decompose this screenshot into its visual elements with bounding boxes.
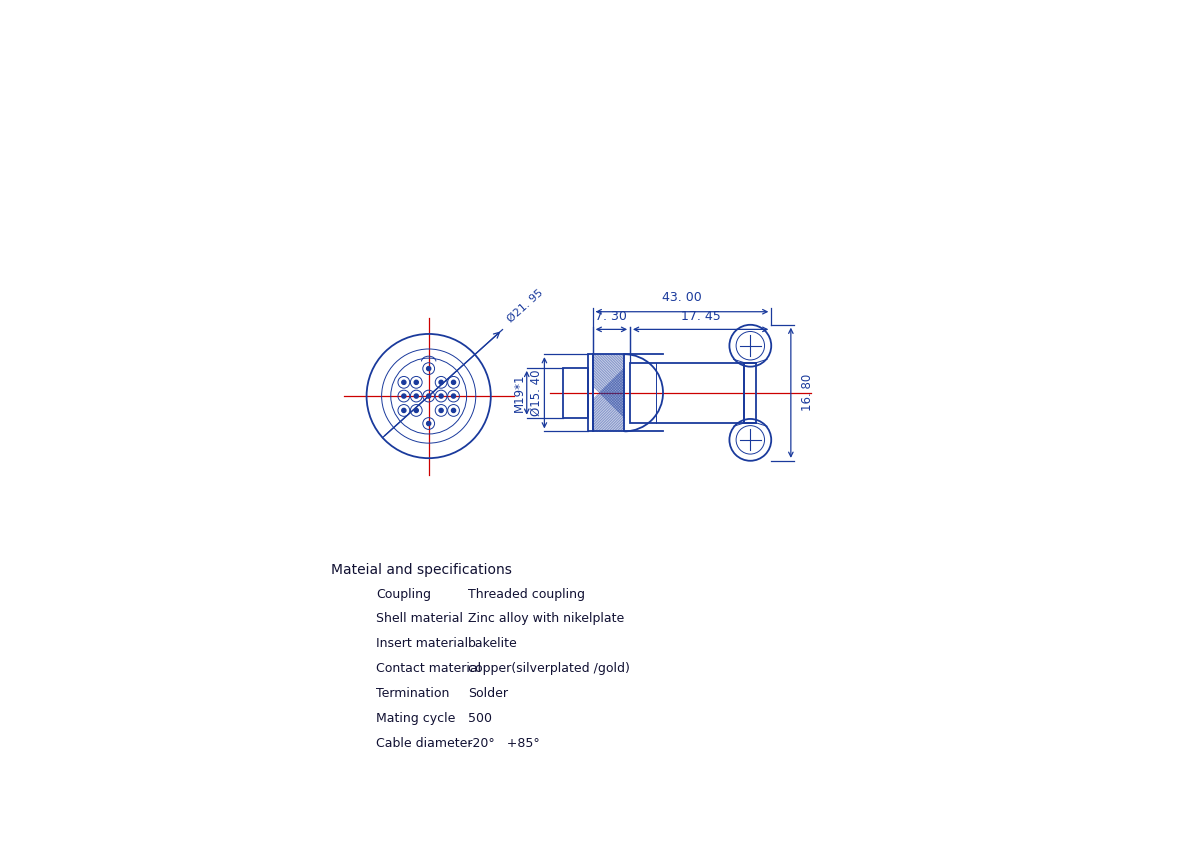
Circle shape	[402, 380, 406, 385]
Text: Mateial and specifications: Mateial and specifications	[331, 563, 511, 576]
Circle shape	[414, 394, 419, 398]
Bar	[744, 363, 756, 423]
Text: Contact material: Contact material	[377, 662, 481, 675]
Bar	[630, 363, 744, 423]
Text: 7. 30: 7. 30	[595, 310, 628, 323]
Text: 16. 80: 16. 80	[800, 374, 814, 412]
Text: Insert material: Insert material	[377, 638, 468, 650]
Text: 500: 500	[468, 711, 492, 725]
Circle shape	[451, 394, 456, 398]
Text: Mating cycle: Mating cycle	[377, 711, 456, 725]
Circle shape	[439, 408, 443, 413]
Text: Solder: Solder	[468, 687, 508, 700]
Circle shape	[402, 394, 406, 398]
Text: -20°   +85°: -20° +85°	[468, 737, 540, 750]
Circle shape	[402, 408, 406, 413]
Circle shape	[414, 380, 419, 385]
Circle shape	[451, 380, 456, 385]
Circle shape	[439, 380, 443, 385]
Text: Ø15. 40: Ø15. 40	[530, 369, 544, 416]
Circle shape	[427, 394, 431, 398]
Text: copper(silverplated /gold): copper(silverplated /gold)	[468, 662, 630, 675]
Circle shape	[427, 421, 431, 425]
Text: bakelite: bakelite	[468, 638, 517, 650]
Text: M19*1: M19*1	[512, 374, 526, 412]
Bar	[588, 354, 593, 431]
Text: Zinc alloy with nikelplate: Zinc alloy with nikelplate	[468, 612, 624, 626]
Circle shape	[439, 394, 443, 398]
Circle shape	[414, 408, 419, 413]
Circle shape	[451, 408, 456, 413]
Text: Cable diameter: Cable diameter	[377, 737, 473, 750]
Bar	[593, 354, 624, 431]
Circle shape	[427, 367, 431, 371]
Bar	[563, 368, 588, 418]
Text: Termination: Termination	[377, 687, 450, 700]
Text: 17. 45: 17. 45	[680, 310, 720, 323]
Text: Shell material: Shell material	[377, 612, 463, 626]
Text: Ø21. 95: Ø21. 95	[505, 287, 545, 324]
Text: 43. 00: 43. 00	[662, 291, 702, 304]
Text: Threaded coupling: Threaded coupling	[468, 588, 584, 600]
Text: Coupling: Coupling	[377, 588, 431, 600]
